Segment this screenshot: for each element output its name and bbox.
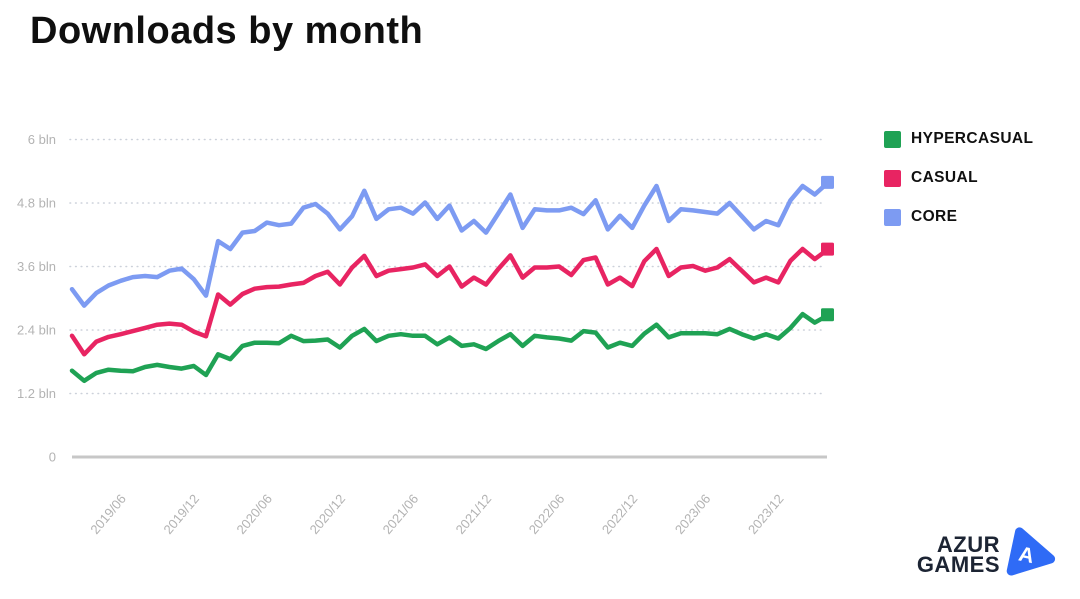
svg-text:2021/06: 2021/06 xyxy=(380,491,422,537)
legend-label-hypercasual: HYPERCASUAL xyxy=(911,130,1034,147)
svg-text:6 bln: 6 bln xyxy=(28,132,56,147)
svg-text:2023/12: 2023/12 xyxy=(745,491,787,537)
hypercasual-line xyxy=(69,311,830,384)
gridlines xyxy=(69,138,827,459)
svg-text:2019/06: 2019/06 xyxy=(87,491,129,537)
core-swatch-icon xyxy=(884,208,901,226)
svg-text:0: 0 xyxy=(49,450,56,465)
casual-line xyxy=(69,246,830,357)
svg-text:3.6 bln: 3.6 bln xyxy=(17,259,56,274)
legend-item-casual: CASUAL xyxy=(884,169,1033,187)
chart-legend: HYPERCASUAL CASUAL CORE xyxy=(884,130,1033,247)
chart-series xyxy=(69,175,834,384)
downloads-line-chart: 6 bln 4.8 bln 3.6 bln 2.4 bln 1.2 bln 0 2019/… xyxy=(17,132,834,537)
svg-text:4.8 bln: 4.8 bln xyxy=(17,196,56,211)
legend-item-core: CORE xyxy=(884,208,1033,226)
svg-text:2020/12: 2020/12 xyxy=(306,491,348,537)
core-end-marker xyxy=(821,175,834,189)
play-triangle-icon: A xyxy=(1006,527,1056,576)
svg-text:2022/06: 2022/06 xyxy=(526,491,568,537)
core-line xyxy=(69,181,830,308)
hypercasual-swatch-icon xyxy=(884,130,901,148)
y-axis-labels: 6 bln 4.8 bln 3.6 bln 2.4 bln 1.2 bln 0 xyxy=(17,132,56,465)
svg-text:2022/12: 2022/12 xyxy=(599,491,641,537)
svg-text:2.4 bln: 2.4 bln xyxy=(17,323,56,338)
legend-label-core: CORE xyxy=(911,208,958,225)
logo-text-games: GAMES xyxy=(916,552,1000,577)
logo-wordmark: AZUR GAMES xyxy=(916,531,1000,577)
page-title: Downloads by month xyxy=(30,10,424,52)
svg-text:2023/06: 2023/06 xyxy=(672,491,714,537)
x-axis-labels: 2019/06 2019/12 2020/06 2020/12 2021/06 2021/… xyxy=(87,491,786,537)
svg-text:1.2 bln: 1.2 bln xyxy=(17,386,56,401)
casual-swatch-icon xyxy=(884,169,901,187)
azur-games-logo: AZUR GAMES A xyxy=(917,527,1058,583)
casual-end-marker xyxy=(821,242,834,256)
logo-text-azur: AZUR xyxy=(936,531,1000,557)
legend-item-hypercasual: HYPERCASUAL xyxy=(884,130,1033,148)
svg-text:2021/12: 2021/12 xyxy=(453,491,495,537)
hypercasual-end-marker xyxy=(821,308,834,322)
svg-text:2020/06: 2020/06 xyxy=(233,491,275,537)
svg-text:A: A xyxy=(1017,543,1037,569)
svg-text:2019/12: 2019/12 xyxy=(160,491,202,537)
legend-label-casual: CASUAL xyxy=(911,169,978,186)
